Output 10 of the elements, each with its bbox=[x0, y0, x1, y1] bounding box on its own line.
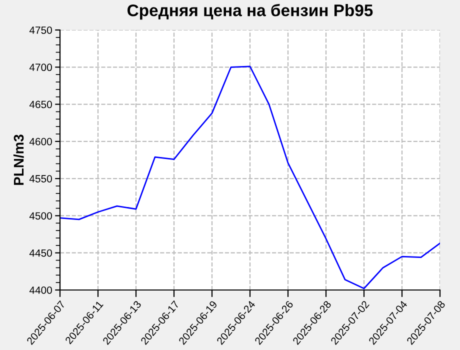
y-tick-label: 4450 bbox=[29, 249, 52, 257]
y-tick-label: 4600 bbox=[29, 138, 52, 146]
y-tick-label: 4700 bbox=[29, 64, 52, 72]
y-tick-label: 4400 bbox=[29, 286, 52, 294]
y-axis-title: PLN/m3 bbox=[13, 134, 24, 185]
y-tick-label: 4550 bbox=[29, 175, 52, 182]
chart-title: Средняя цена на бензин Pb95 bbox=[128, 4, 373, 20]
y-tick-label: 4650 bbox=[29, 100, 52, 108]
y-tick-label: 4750 bbox=[29, 26, 52, 34]
y-tick-label: 4500 bbox=[29, 212, 52, 220]
